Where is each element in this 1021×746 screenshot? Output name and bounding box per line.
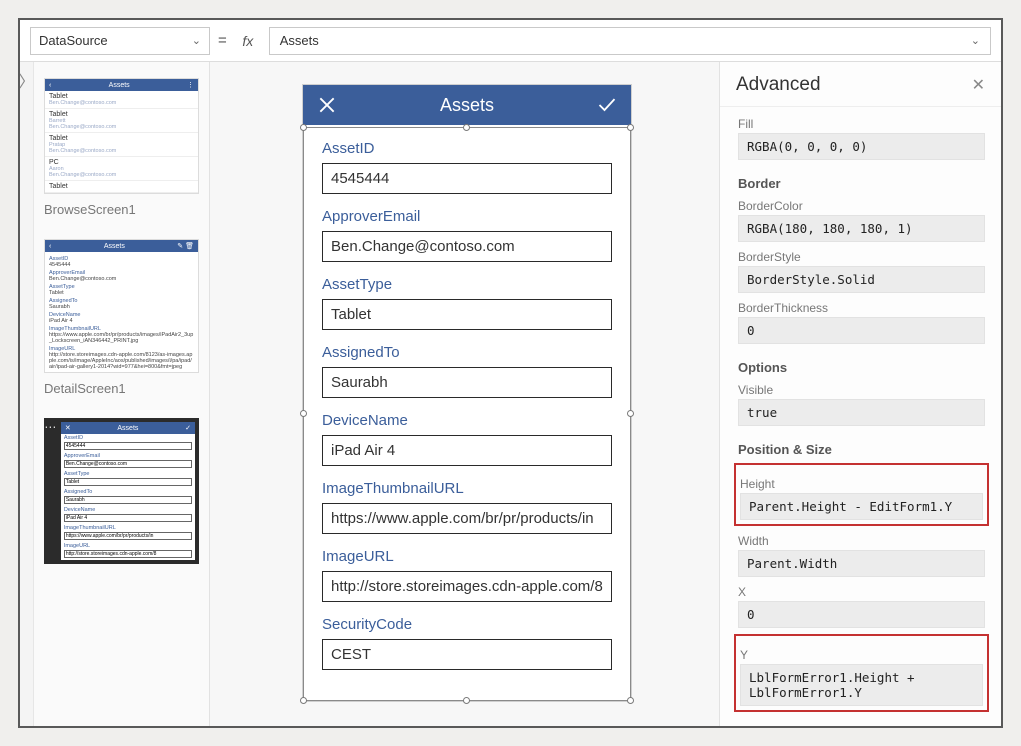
property-row: BorderThickness 0: [738, 301, 985, 344]
close-icon[interactable]: [317, 95, 337, 115]
property-label: BorderColor: [738, 199, 985, 213]
property-value[interactable]: Parent.Width: [738, 550, 985, 577]
collapse-handle-icon[interactable]: 〉: [20, 62, 34, 726]
property-label: Width: [738, 534, 985, 548]
property-selector[interactable]: DataSource ⌄: [30, 27, 210, 55]
editform-selection[interactable]: AssetID 4545444 ApproverEmail Ben.Change@co…: [303, 127, 631, 701]
field-input[interactable]: Tablet: [322, 299, 612, 330]
screen-title: Assets: [440, 95, 494, 116]
property-value[interactable]: Parent.Height - EditForm1.Y: [740, 493, 983, 520]
field-label: ImageThumbnailURL: [322, 480, 612, 497]
form-field: DeviceName iPad Air 4: [322, 412, 612, 466]
check-icon[interactable]: [597, 95, 617, 115]
section-header: Border: [738, 176, 985, 191]
chevron-down-icon: ⌄: [971, 34, 980, 47]
property-row: BorderColor RGBA(180, 180, 180, 1): [738, 199, 985, 242]
list-item: TabletPratapBen.Change@contoso.com: [45, 133, 198, 157]
field-label: AssetID: [322, 140, 612, 157]
design-canvas[interactable]: Assets AssetID 4545444 ApproverEmail Ben.Ch…: [210, 62, 719, 726]
app-header: Assets: [303, 85, 631, 125]
chevron-down-icon: ⌄: [192, 34, 201, 47]
highlighted-property: Y LblFormError1.Height + LblFormError1.Y: [734, 634, 989, 712]
screen-thumbnail-browse[interactable]: ‹Assets⋮ TabletBen.Change@contoso.comTab…: [44, 78, 199, 194]
screen-label: DetailScreen1: [44, 381, 199, 396]
resize-handle[interactable]: [300, 697, 307, 704]
form-field: ImageThumbnailURL https://www.apple.com/b…: [322, 480, 612, 534]
screen-label: BrowseScreen1: [44, 202, 199, 217]
property-value[interactable]: BorderStyle.Solid: [738, 266, 985, 293]
form-field: ImageURL http://store.storeimages.cdn-app…: [322, 548, 612, 602]
property-label: Height: [740, 477, 983, 491]
list-item: TabletBarrettBen.Change@contoso.com: [45, 109, 198, 133]
screen-thumbnail-edit[interactable]: ✕Assets✓ AssetIDApproverEmailAssetTypeAs…: [57, 418, 199, 564]
property-label: Y: [740, 648, 983, 662]
field-input[interactable]: CEST: [322, 639, 612, 670]
field-input[interactable]: https://www.apple.com/br/pr/products/in: [322, 503, 612, 534]
property-row: Y LblFormError1.Height + LblFormError1.Y: [740, 648, 983, 706]
list-item: Tablet: [45, 181, 198, 193]
field-input[interactable]: iPad Air 4: [322, 435, 612, 466]
screen-thumbnail-detail[interactable]: ‹Assets✎ 🗑 AssetID4545444ApproverEmailBe…: [44, 239, 199, 373]
form-field: SecurityCode CEST: [322, 616, 612, 670]
field-label: AssignedTo: [322, 344, 612, 361]
formula-input[interactable]: Assets ⌄: [269, 27, 991, 55]
property-value[interactable]: RGBA(0, 0, 0, 0): [738, 133, 985, 160]
form-field: AssignedTo Saurabh: [322, 344, 612, 398]
property-value[interactable]: 0: [738, 317, 985, 344]
equals-icon: =: [218, 32, 227, 49]
property-value[interactable]: 0: [738, 601, 985, 628]
property-row: Height Parent.Height - EditForm1.Y: [740, 477, 983, 520]
property-row: Visible true: [738, 383, 985, 426]
highlighted-property: Height Parent.Height - EditForm1.Y: [734, 463, 989, 526]
property-value[interactable]: true: [738, 399, 985, 426]
property-label: BorderStyle: [738, 250, 985, 264]
property-row: Width Parent.Width: [738, 534, 985, 577]
property-row: BorderStyle BorderStyle.Solid: [738, 250, 985, 293]
list-item: TabletBen.Change@contoso.com: [45, 91, 198, 109]
field-label: AssetType: [322, 276, 612, 293]
section-header: Position & Size: [738, 442, 985, 457]
panel-title: Advanced: [736, 74, 821, 96]
property-row: Fill RGBA(0, 0, 0, 0): [738, 117, 985, 160]
form-field: ApproverEmail Ben.Change@contoso.com: [322, 208, 612, 262]
section-header: Options: [738, 360, 985, 375]
device-preview: Assets AssetID 4545444 ApproverEmail Ben.Ch…: [302, 84, 632, 702]
advanced-panel: Advanced ✕ Fill RGBA(0, 0, 0, 0) Border B…: [719, 62, 1001, 726]
field-input[interactable]: 4545444: [322, 163, 612, 194]
formula-text: Assets: [280, 33, 319, 48]
more-icon[interactable]: ⋯: [44, 418, 57, 564]
field-input[interactable]: Ben.Change@contoso.com: [322, 231, 612, 262]
field-label: SecurityCode: [322, 616, 612, 633]
field-label: ApproverEmail: [322, 208, 612, 225]
form-field: AssetID 4545444: [322, 140, 612, 194]
property-row: X0: [738, 585, 985, 628]
property-label: BorderThickness: [738, 301, 985, 315]
resize-handle[interactable]: [627, 410, 634, 417]
list-item: PCAaronBen.Change@contoso.com: [45, 157, 198, 181]
resize-handle[interactable]: [300, 124, 307, 131]
form-field: AssetType Tablet: [322, 276, 612, 330]
field-input[interactable]: http://store.storeimages.cdn-apple.com/8: [322, 571, 612, 602]
formula-bar: DataSource ⌄ = fx Assets ⌄: [20, 20, 1001, 62]
property-label: X: [738, 585, 985, 599]
property-name: DataSource: [39, 33, 108, 48]
property-label: Fill: [738, 117, 985, 131]
field-label: ImageURL: [322, 548, 612, 565]
resize-handle[interactable]: [463, 124, 470, 131]
field-input[interactable]: Saurabh: [322, 367, 612, 398]
fx-icon: fx: [235, 33, 261, 49]
resize-handle[interactable]: [627, 697, 634, 704]
resize-handle[interactable]: [627, 124, 634, 131]
screens-panel: 〉 ‹Assets⋮ TabletBen.Change@contoso.comT…: [20, 62, 210, 726]
field-label: DeviceName: [322, 412, 612, 429]
resize-handle[interactable]: [463, 697, 470, 704]
property-value[interactable]: RGBA(180, 180, 180, 1): [738, 215, 985, 242]
property-label: Visible: [738, 383, 985, 397]
resize-handle[interactable]: [300, 410, 307, 417]
close-icon[interactable]: ✕: [972, 75, 985, 95]
property-value[interactable]: LblFormError1.Height + LblFormError1.Y: [740, 664, 983, 706]
